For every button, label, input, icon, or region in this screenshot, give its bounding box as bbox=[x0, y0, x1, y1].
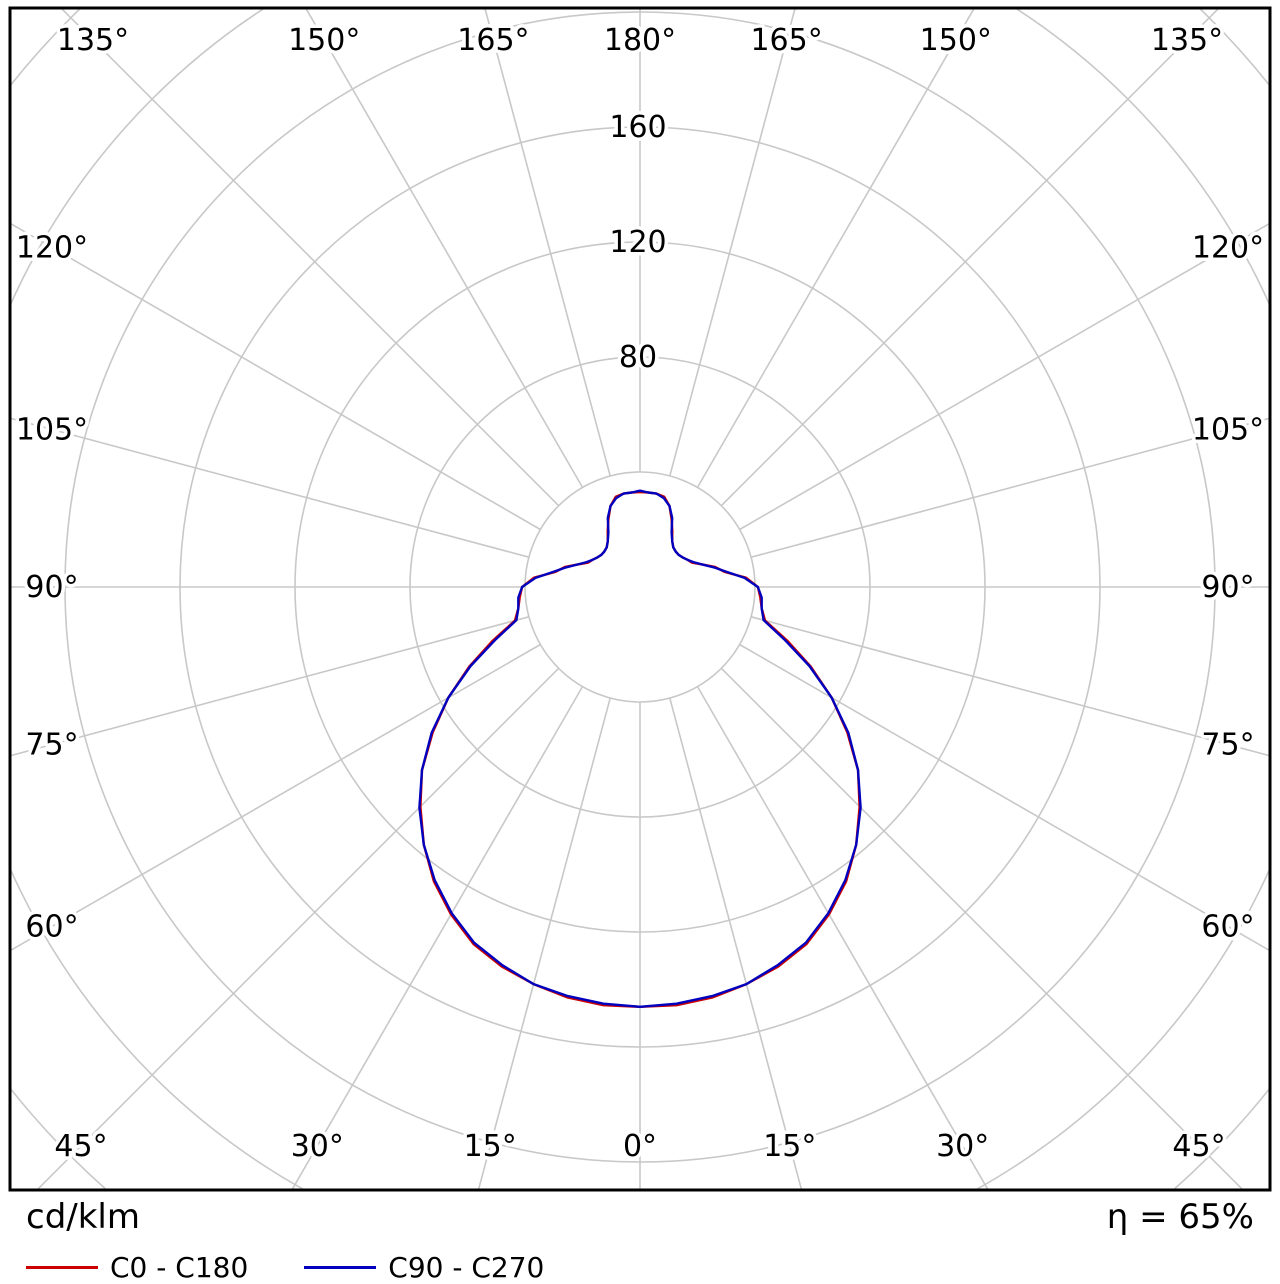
angle-label: 75° bbox=[25, 728, 78, 763]
angle-gridline bbox=[739, 643, 1270, 952]
angle-gridline bbox=[477, 697, 611, 1190]
radial-tick-label: 80 bbox=[619, 340, 657, 375]
angle-label: 135° bbox=[57, 23, 129, 58]
angle-gridline bbox=[10, 222, 541, 531]
angle-gridline bbox=[669, 8, 796, 477]
angle-gridline bbox=[59, 8, 560, 507]
chart-legend: C0 - C180 C90 - C270 bbox=[26, 1251, 1254, 1284]
angle-gridline bbox=[739, 222, 1270, 531]
angle-label: 165° bbox=[457, 23, 529, 58]
units-label: cd/klm bbox=[26, 1197, 140, 1237]
angle-gridline bbox=[750, 417, 1270, 558]
plot-border bbox=[8, 6, 1272, 1192]
angle-label: 30° bbox=[936, 1129, 989, 1164]
angle-label: 120° bbox=[1192, 231, 1264, 266]
angle-gridline bbox=[696, 8, 976, 488]
angle-label: 165° bbox=[750, 23, 822, 58]
angle-gridline bbox=[10, 417, 530, 558]
angle-label: 105° bbox=[1192, 412, 1264, 447]
efficiency-label: η = 65% bbox=[1106, 1197, 1254, 1237]
legend-item-c0-c180: C0 - C180 bbox=[26, 1251, 248, 1284]
angle-gridline bbox=[10, 643, 541, 952]
radial-gridline bbox=[524, 471, 756, 703]
chart-footer: cd/klm η = 65% C0 - C180 C90 - C270 bbox=[0, 1196, 1280, 1284]
legend-label-c90-c270: C90 - C270 bbox=[388, 1251, 545, 1284]
angle-gridline bbox=[290, 686, 584, 1190]
footer-top-row: cd/klm η = 65% bbox=[26, 1197, 1254, 1237]
angle-label: 180° bbox=[604, 23, 676, 58]
curve-c90-c270 bbox=[418, 489, 862, 1008]
angle-label: 30° bbox=[291, 1129, 344, 1164]
legend-label-c0-c180: C0 - C180 bbox=[110, 1251, 249, 1284]
angle-label: 15° bbox=[763, 1129, 816, 1164]
legend-line-c90-c270 bbox=[304, 1266, 377, 1270]
angle-label: 45° bbox=[54, 1129, 107, 1164]
angle-label: 90° bbox=[25, 570, 78, 605]
angle-gridline bbox=[304, 8, 584, 488]
angle-label: 60° bbox=[1201, 910, 1254, 945]
angle-gridline bbox=[484, 8, 611, 477]
legend-item-c90-c270: C90 - C270 bbox=[304, 1251, 544, 1284]
polar-grid bbox=[10, 8, 1270, 1190]
angle-gridline bbox=[720, 8, 1221, 507]
curves-group bbox=[418, 489, 862, 1008]
angle-gridline bbox=[10, 616, 530, 757]
angle-label: 120° bbox=[16, 231, 88, 266]
angle-gridline bbox=[696, 686, 990, 1190]
polar-photometric-chart: 80 120 160 0° 15° 15° 30° 30° 45° 45° 60° 60° 75° 75°… bbox=[8, 6, 1272, 1192]
angle-label: 90° bbox=[1201, 570, 1254, 605]
radial-tick-label: 160 bbox=[609, 110, 666, 145]
angle-label: 135° bbox=[1151, 23, 1223, 58]
angle-label: 0° bbox=[623, 1129, 657, 1164]
angle-label: 105° bbox=[16, 412, 88, 447]
legend-line-c0-c180 bbox=[26, 1266, 98, 1270]
angle-label: 150° bbox=[920, 23, 992, 58]
angle-gridline bbox=[750, 616, 1270, 757]
angle-label: 15° bbox=[464, 1129, 517, 1164]
angle-label: 60° bbox=[25, 910, 78, 945]
angle-label: 45° bbox=[1172, 1129, 1225, 1164]
angle-gridline bbox=[669, 697, 803, 1190]
angle-label: 75° bbox=[1201, 728, 1254, 763]
radial-tick-label: 120 bbox=[609, 225, 666, 260]
angle-label: 150° bbox=[288, 23, 360, 58]
